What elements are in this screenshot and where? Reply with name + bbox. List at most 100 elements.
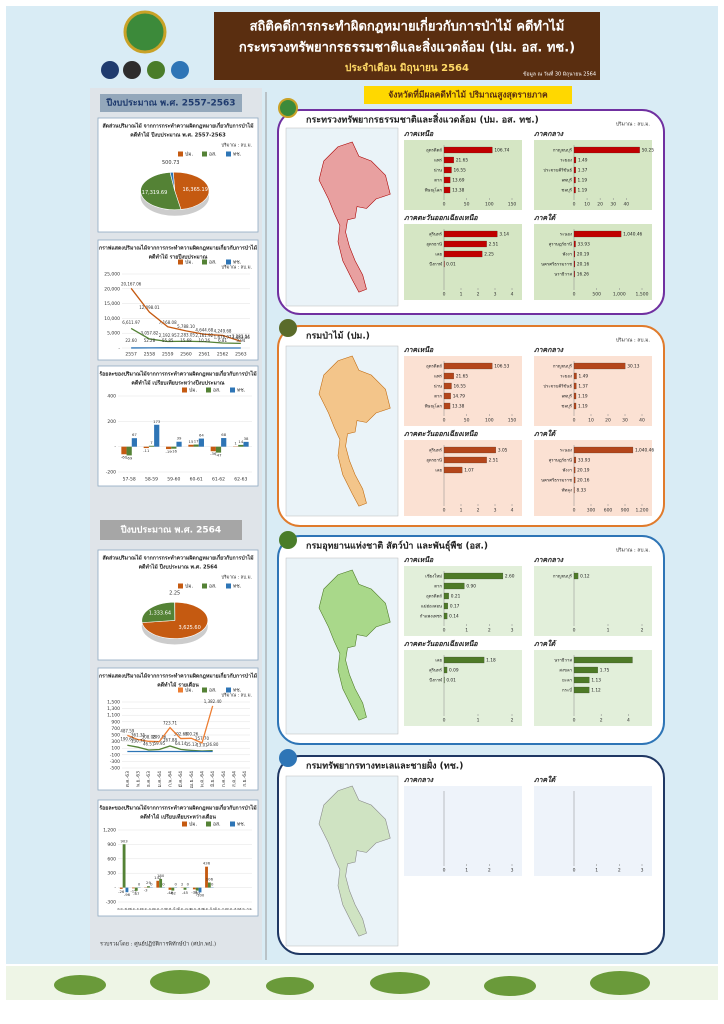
y-tick-label: - [118,347,120,352]
x-tick-label: 0 [573,418,576,424]
data-label: 20.16 [577,478,590,484]
data-label: 2 [181,882,184,887]
data-label: 16.55 [454,168,467,174]
data-label: 1.49 [579,374,589,380]
bar [573,456,577,464]
legend-label: ปม. [185,584,193,590]
chart-title: คดีทำไม้ ปีงบประมาณ พ.ศ. 2564 [139,563,218,571]
y-tick-label: - [114,445,116,450]
x-tick-label: ธ.ค.-ม.ค. [142,907,156,911]
category-label: ระยอง [560,374,572,380]
data-label: 2,161.92 [195,333,213,338]
data-label: 20.19 [577,468,590,474]
data-label: 29 [146,880,151,885]
category-label: บึงกาฬ [429,261,443,268]
chart-title: คดีทำไม้ ปีงบประมาณ พ.ศ. 2557-2563 [130,131,226,139]
bar [443,392,451,400]
category-label: สุรินทร์ [429,232,443,238]
as-of: ข้อมูล ณ วันที่ 30 มิถุนายน 2564 [523,71,596,78]
bar [573,372,577,380]
y-tick-label: 100 [111,746,120,752]
data-label: 33.93 [578,242,591,248]
x-tick-label: 2 [477,508,480,514]
data-label: 299.46 [152,735,166,740]
region-title: ภาคใต้ [534,775,557,784]
category-label: แพร่ [434,374,443,380]
region-title: ภาคใต้ [534,639,557,648]
data-label: -47 [215,453,222,458]
y-tick-label: - [114,886,116,891]
x-tick-label: 0 [443,508,446,514]
bar [443,176,451,184]
bar [205,866,208,888]
bar [573,466,576,474]
x-tick-label: 2 [488,868,491,874]
pie-slice [140,172,182,211]
data-label: 3.94 [236,338,245,343]
y-tick-label: 700 [111,726,120,732]
unit: ปริมาณ : ลบ.ม. [221,265,252,271]
unit: ปริมาณ : ลบ.ม. [221,143,252,149]
bar [147,886,150,888]
logo [171,61,189,79]
data-label: -36 [191,889,198,894]
bar [148,445,155,447]
section-label-box [100,94,242,112]
data-label: 106.53 [494,364,509,370]
x-tick-label: 0 [573,202,576,208]
data-label: 257.70 [195,736,209,741]
x-tick-label: 3 [641,868,644,874]
data-label: 2.25 [169,590,180,596]
data-label: 392.63 [174,732,188,737]
category-label: สงขลา [559,668,572,674]
bar [573,676,590,684]
data-label: 106.74 [494,148,509,154]
x-tick-label: 20 [605,418,611,424]
header-title: สถิติคดีการกระทำผิดกฎหมายเกี่ยวกับการป่า… [250,17,565,35]
bar [132,887,135,889]
x-tick-label: 600 [604,508,613,514]
legend-swatch [226,151,231,157]
x-tick-label: 2563 [235,352,247,358]
legend-label: ปม. [185,260,193,266]
legend-label: ทช. [233,584,242,590]
data-label: 1,040.46 [635,448,654,454]
data-label: 0 [174,882,177,887]
data-label: 16.26 [577,272,590,278]
series-line [130,327,241,345]
x-tick-label: 10 [588,418,594,424]
data-label: 6,611.97 [122,320,140,325]
y-tick-label: -500 [110,766,120,772]
data-label: -63 [194,891,201,896]
x-tick-label: ส.ค.-ก.ย. [239,907,252,911]
data-label: 64.14 [175,741,187,746]
y-tick-label: 20,000 [104,286,120,292]
bar [443,186,451,194]
x-tick-label: 0 [443,418,446,424]
bar [121,446,127,455]
bar [573,260,576,268]
x-tick-label: 2 [618,868,621,874]
y-tick-label: 10,000 [104,316,120,322]
bar [443,382,452,390]
bar [443,656,485,664]
y-tick-label: 1,200 [103,828,116,834]
y-tick-label: 300 [107,871,116,877]
data-label: 30.13 [627,364,640,370]
bar [573,166,576,174]
bar [195,887,199,891]
x-tick-label: 2561 [199,352,211,358]
bar [198,887,202,893]
series-line [130,287,242,342]
legend-swatch [182,821,187,827]
bar [443,372,454,380]
data-label: 3.05 [498,448,508,454]
data-label: 68 [221,432,226,437]
data-label: 0.12 [580,574,590,580]
category-label: ลพบุรี [561,178,572,184]
x-tick-label: 0 [443,868,446,874]
data-label: -69 [126,455,133,460]
x-tick-label: ม.ค.-64 [157,771,163,787]
legend-swatch [230,821,235,827]
